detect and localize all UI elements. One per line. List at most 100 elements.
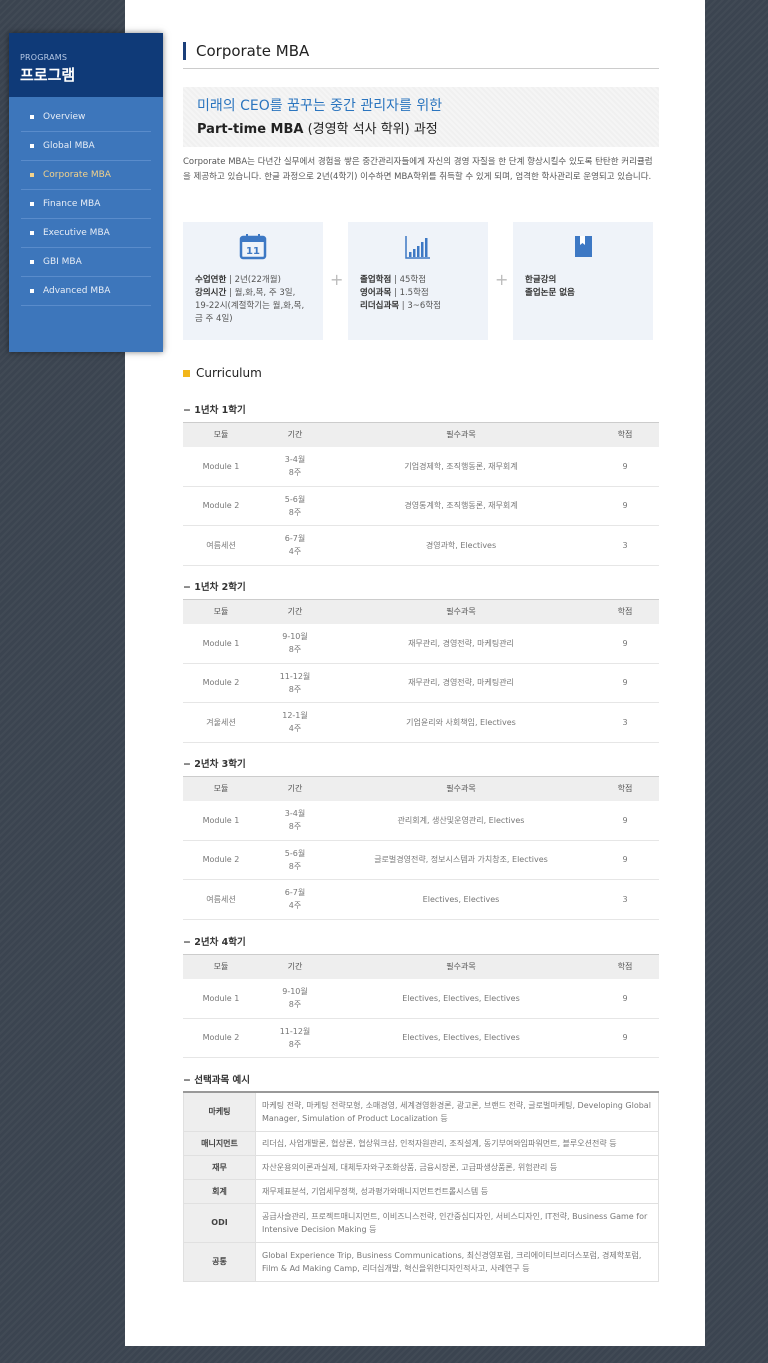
- subjects-cell: 관리회계, 생산및운영관리, Electives: [331, 800, 591, 841]
- category-cell: 마케팅: [183, 1091, 256, 1132]
- sidebar-item-label: Advanced MBA: [43, 286, 111, 296]
- table-row: 매니지먼트 리더십, 사업개발론, 협상론, 협상워크샵, 인적자원관리, 조직설…: [183, 1130, 659, 1156]
- calendar-icon: 11: [195, 232, 311, 262]
- subjects-cell: 기업윤리와 사회책임, Electives: [331, 702, 591, 743]
- sidebar-header: PROGRAMS 프로그램: [9, 33, 163, 97]
- banner-headline: 미래의 CEO를 꿈꾸는 중간 관리자를 위한: [197, 98, 443, 114]
- info-label: 한글강의: [525, 275, 557, 285]
- period-cell: 5-6월 8주: [259, 486, 331, 526]
- table-header: 모듈 기간 필수과목 학점: [183, 954, 659, 979]
- period-months: 5-6월: [284, 848, 306, 858]
- info-label: 강의시간: [195, 288, 227, 298]
- bullet-icon: [30, 231, 34, 235]
- info-line: 졸업학점 | 45학점: [360, 275, 427, 285]
- period-months: 9-10월: [282, 632, 308, 641]
- column-header: 모듈: [183, 422, 259, 447]
- period-months: 11-12월: [279, 671, 311, 681]
- credits-cell: 3: [591, 525, 659, 566]
- curriculum-title: Curriculum: [196, 366, 262, 380]
- table-row: Module 1 3-4월 8주 관리회계, 생산및운영관리, Electives 9: [183, 800, 659, 841]
- banner-degree: (경영학 석사 학위) 과정: [303, 122, 438, 137]
- credits-cell: 9: [591, 663, 659, 703]
- column-header: 학점: [591, 954, 659, 979]
- credits-cell: 3: [591, 879, 659, 920]
- bullet-icon: [30, 289, 34, 293]
- info-line: 리더십과목 | 3~6학점: [360, 301, 441, 311]
- subjects-cell: 기업경제학, 조직행동론, 재무회계: [331, 446, 591, 487]
- sidebar-item-label: Finance MBA: [43, 199, 101, 209]
- period-weeks: 8주: [288, 861, 302, 871]
- bullet-icon: [30, 115, 34, 119]
- intro-text: Corporate MBA는 다년간 실무에서 경험을 쌓은 중간관리자들에게 …: [183, 157, 653, 182]
- courses-cell: Global Experience Trip, Business Communi…: [255, 1241, 659, 1282]
- period-weeks: 4주: [288, 724, 302, 734]
- semester-title: 1년차 2학기: [194, 582, 246, 593]
- period-months: 3-4월: [284, 809, 306, 818]
- semester-heading: − 2년차 3학기: [183, 759, 246, 770]
- module-cell: Module 2: [183, 840, 259, 880]
- sidebar-title: 프로그램: [20, 66, 76, 84]
- info-box: 11 수업연한 | 2년(22개월) 강의시간 | 월,화,목, 주 3일, 19-…: [183, 222, 323, 340]
- period-months: 12-1월: [282, 711, 308, 721]
- sidebar-item-overview[interactable]: Overview: [21, 103, 151, 132]
- curriculum-table: 모듈 기간 필수과목 학점 Module 1 3-4월 8주 기업경제학, 조직행동론, 재무…: [183, 422, 659, 566]
- semester-title: 1년차 1학기: [194, 405, 246, 416]
- info-box: 졸업학점 | 45학점 영어과목 | 1.5학점 리더십과목 | 3~6학점: [348, 222, 488, 340]
- info-label: 졸업논문 없음: [525, 288, 575, 298]
- sidebar-item-label: GBI MBA: [43, 257, 82, 267]
- module-cell: Module 2: [183, 486, 259, 526]
- credits-cell: 3: [591, 702, 659, 743]
- svg-text:11: 11: [246, 246, 260, 257]
- sidebar-item-global-mba[interactable]: Global MBA: [21, 132, 151, 161]
- column-header: 기간: [259, 954, 331, 979]
- column-header: 필수과목: [331, 422, 591, 447]
- sidebar-item-corporate-mba[interactable]: Corporate MBA: [21, 161, 151, 190]
- sidebar-item-finance-mba[interactable]: Finance MBA: [21, 190, 151, 219]
- column-header: 모듈: [183, 776, 259, 801]
- curriculum-heading: Curriculum: [183, 366, 262, 380]
- column-header: 기간: [259, 599, 331, 624]
- credits-cell: 9: [591, 623, 659, 664]
- category-cell: 매니지먼트: [183, 1130, 256, 1156]
- subjects-cell: Electives, Electives, Electives: [331, 1018, 591, 1058]
- table-row: Module 1 9-10월 8주 재무관리, 경영전략, 마케팅관리 9: [183, 623, 659, 664]
- column-header: 학점: [591, 422, 659, 447]
- sidebar-item-gbi-mba[interactable]: GBI MBA: [21, 248, 151, 277]
- sidebar-item-executive-mba[interactable]: Executive MBA: [21, 219, 151, 248]
- info-label: 영어과목: [360, 288, 392, 298]
- curriculum-table: 모듈 기간 필수과목 학점 Module 1 9-10월 8주 Electives, Elec…: [183, 954, 659, 1058]
- semester-heading: − 1년차 1학기: [183, 405, 246, 416]
- bullet-icon: [30, 202, 34, 206]
- courses-cell: 공급사슬관리, 프로젝트매니지먼트, 이비즈니스전략, 인간중심디자인, 서비스…: [255, 1202, 659, 1243]
- semester-title: 2년차 4학기: [194, 937, 246, 948]
- module-cell: 여름세션: [183, 525, 259, 566]
- info-value: 2년(22개월): [234, 275, 281, 285]
- info-value: 3~6학점: [407, 301, 441, 311]
- period-weeks: 8주: [288, 1000, 302, 1009]
- courses-cell: 자산운용의이론과실제, 대체투자와구조화상품, 금융시장론, 고급파생상품론, …: [255, 1154, 659, 1180]
- period-months: 3-4월: [284, 455, 306, 464]
- period-cell: 5-6월 8주: [259, 840, 331, 880]
- info-value: 1.5학점: [399, 288, 429, 298]
- electives-table: 마케팅 마케팅 전략, 마케팅 전략모형, 소매경영, 세계경영환경론, 광고론,…: [183, 1091, 659, 1282]
- table-row: 재무 자산운용의이론과실제, 대체투자와구조화상품, 금융시장론, 고급파생상품론…: [183, 1154, 659, 1180]
- subjects-cell: Electives, Electives, Electives: [331, 978, 591, 1019]
- courses-cell: 리더십, 사업개발론, 협상론, 협상워크샵, 인적자원관리, 조직설계, 동기…: [255, 1130, 659, 1156]
- sidebar-item-label: Corporate MBA: [43, 170, 111, 180]
- module-cell: Module 1: [183, 623, 259, 664]
- plus-icon: +: [330, 270, 344, 289]
- column-header: 학점: [591, 599, 659, 624]
- bar-chart-icon: [360, 232, 476, 262]
- period-months: 11-12월: [279, 1026, 311, 1036]
- sidebar-item-advanced-mba[interactable]: Advanced MBA: [21, 277, 151, 306]
- banner: 미래의 CEO를 꿈꾸는 중간 관리자를 위한 Part-time MBA (경…: [183, 87, 659, 147]
- table-header: 모듈 기간 필수과목 학점: [183, 422, 659, 447]
- period-weeks: 4주: [288, 547, 302, 557]
- period-weeks: 8주: [288, 1039, 302, 1049]
- period-cell: 6-7월 4주: [259, 879, 331, 920]
- table-row: 마케팅 마케팅 전략, 마케팅 전략모형, 소매경영, 세계경영환경론, 광고론,…: [183, 1091, 659, 1132]
- sidebar-item-label: Global MBA: [43, 141, 95, 151]
- category-cell: ODI: [183, 1202, 256, 1243]
- sidebar-subtitle: PROGRAMS: [20, 53, 68, 62]
